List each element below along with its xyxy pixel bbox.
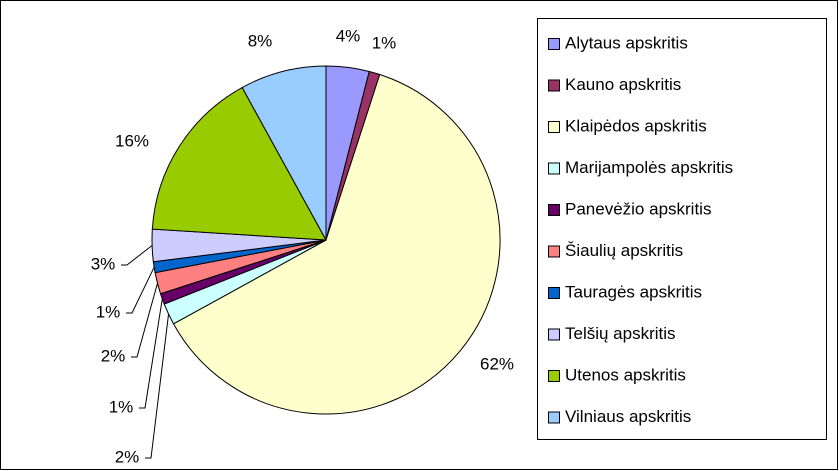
legend-label: Kauno apskritis — [565, 75, 681, 94]
legend-label: Telšių apskritis — [565, 324, 676, 343]
legend-marker — [548, 287, 560, 299]
legend-marker — [548, 162, 560, 175]
legend-label: Utenos apskritis — [565, 365, 686, 384]
legend-label: Alytaus apskritis — [565, 33, 688, 52]
data-label: 1% — [96, 302, 121, 321]
leader-line — [126, 267, 155, 314]
data-label: 8% — [248, 31, 273, 50]
legend-label: Marijampolės apskritis — [565, 158, 733, 177]
data-label: 62% — [480, 354, 514, 373]
pie-slice — [241, 65, 327, 241]
data-label: 16% — [115, 131, 149, 150]
legend-label: Tauragės apskritis — [565, 282, 702, 301]
pie-slice — [151, 86, 327, 241]
leader-line — [131, 283, 158, 358]
legend-marker — [548, 204, 560, 216]
legend-marker — [548, 38, 560, 50]
data-label: 3% — [91, 254, 116, 273]
legend-marker — [548, 328, 560, 341]
legend-label: Klaipėdos apskritis — [565, 116, 707, 135]
leader-line — [139, 298, 163, 409]
data-label: 1% — [109, 397, 134, 416]
legend-marker — [548, 245, 560, 258]
data-label: 4% — [336, 26, 361, 45]
legend-marker — [548, 411, 560, 424]
legend-marker — [548, 370, 560, 382]
legend-marker — [548, 79, 560, 92]
data-label: 1% — [372, 33, 397, 52]
leader-line — [121, 245, 153, 266]
legend-box — [537, 18, 827, 440]
legend-label: Panevėžio apskritis — [565, 199, 711, 218]
data-label: 2% — [115, 447, 140, 466]
data-label: 2% — [101, 346, 126, 365]
pie-slice — [172, 73, 501, 415]
legend-marker — [548, 121, 560, 133]
legend-label: Vilniaus apskritis — [565, 407, 691, 426]
legend-label: Šiaulių apskritis — [565, 241, 683, 260]
leader-line — [145, 314, 170, 459]
